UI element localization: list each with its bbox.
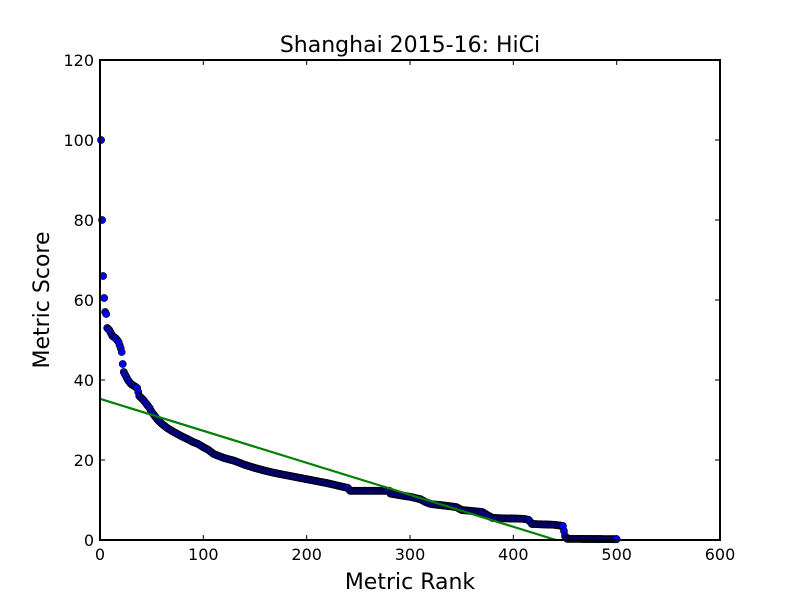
data-point	[100, 294, 109, 302]
x-tick-label: 200	[291, 545, 322, 564]
x-tick-label: 400	[498, 545, 529, 564]
y-tick-label: 120	[63, 51, 94, 70]
y-tick-label: 100	[63, 131, 94, 150]
y-tick-label: 80	[74, 211, 94, 230]
x-tick-label: 500	[601, 545, 632, 564]
scatter-series	[97, 136, 621, 544]
y-tick-label: 0	[84, 531, 94, 550]
data-point	[97, 136, 105, 144]
x-axis-title: Metric Rank	[345, 570, 476, 595]
x-tick-label: 100	[188, 545, 219, 564]
x-tick-label: 300	[395, 545, 426, 564]
axes-frame	[99, 59, 721, 541]
x-tick-label: 0	[95, 545, 105, 564]
y-tick-label: 60	[74, 291, 94, 310]
x-tick-label: 600	[705, 545, 736, 564]
chart-title: Shanghai 2015-16: HiCi	[280, 33, 540, 58]
y-axis-title: Metric Score	[30, 231, 55, 368]
y-tick-label: 20	[74, 451, 94, 470]
data-point	[118, 360, 127, 368]
plot-area: 0 100 200 300 400 500 600 0 20 40 60 80 100 120	[63, 51, 736, 564]
y-tick-label: 40	[74, 371, 94, 390]
fit-line	[100, 397, 560, 540]
data-point	[117, 348, 126, 356]
data-point	[102, 310, 111, 318]
